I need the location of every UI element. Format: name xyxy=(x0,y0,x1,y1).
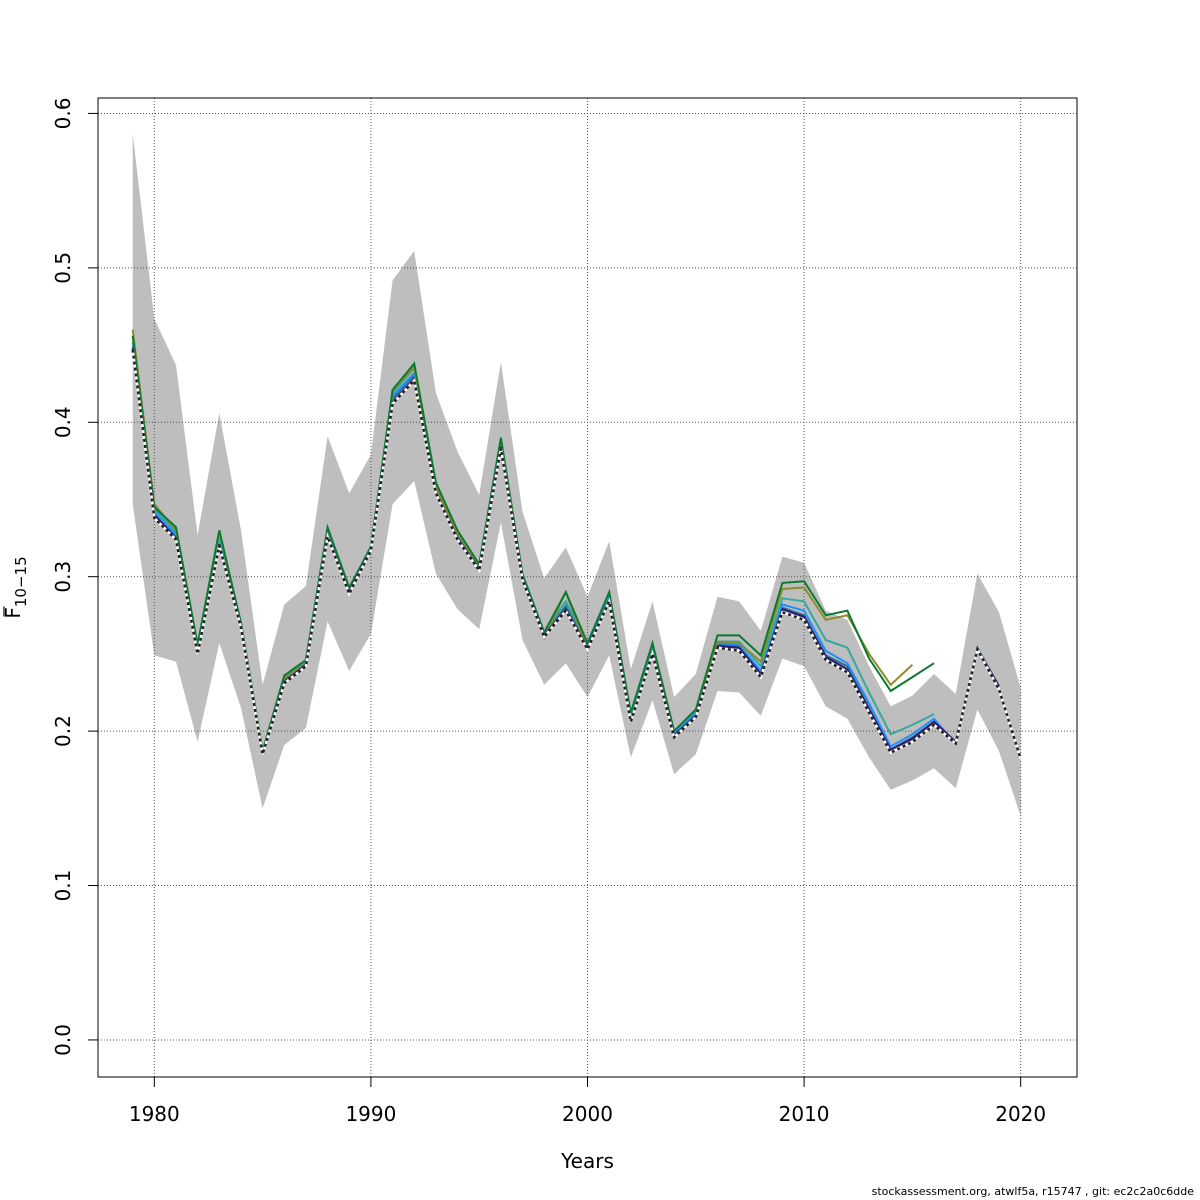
y-axis-title-main: F xyxy=(1,607,25,619)
x-tick-label: 2000 xyxy=(562,1102,613,1126)
x-tick-label: 2010 xyxy=(779,1102,830,1126)
series-line-4 xyxy=(131,335,935,752)
x-axis-title: Years xyxy=(560,1149,614,1173)
y-tick-label: 0.6 xyxy=(51,98,75,130)
x-tick-label: 1990 xyxy=(345,1102,396,1126)
svg-text:F10−15: F10−15 xyxy=(1,556,30,618)
y-tick-label: 0.4 xyxy=(51,406,75,438)
y-tick-label: 0.0 xyxy=(51,1024,75,1056)
x-tick-label: 1980 xyxy=(129,1102,180,1126)
y-tick-label: 0.2 xyxy=(51,715,75,747)
y-tick-label: 0.3 xyxy=(51,561,75,593)
y-axis-title: F10−15 xyxy=(1,556,30,618)
y-tick-label: 0.1 xyxy=(51,870,75,902)
x-tick-label: 2020 xyxy=(995,1102,1046,1126)
y-tick-label: 0.5 xyxy=(51,252,75,284)
y-axis-title-sub: 10−15 xyxy=(12,556,30,607)
series-layer xyxy=(131,329,1022,760)
series-line-6 xyxy=(131,349,1022,760)
confidence-band xyxy=(132,133,1021,816)
axis-layer: 1980 1990 2000 2010 2020 0.0 0.1 0.2 0.3 0.4 0.5 0.… xyxy=(51,98,1046,1126)
footer-credit: stockassessment.org, atwlf5a, r15747 , g… xyxy=(871,1185,1194,1198)
confidence-band-layer xyxy=(132,133,1021,816)
